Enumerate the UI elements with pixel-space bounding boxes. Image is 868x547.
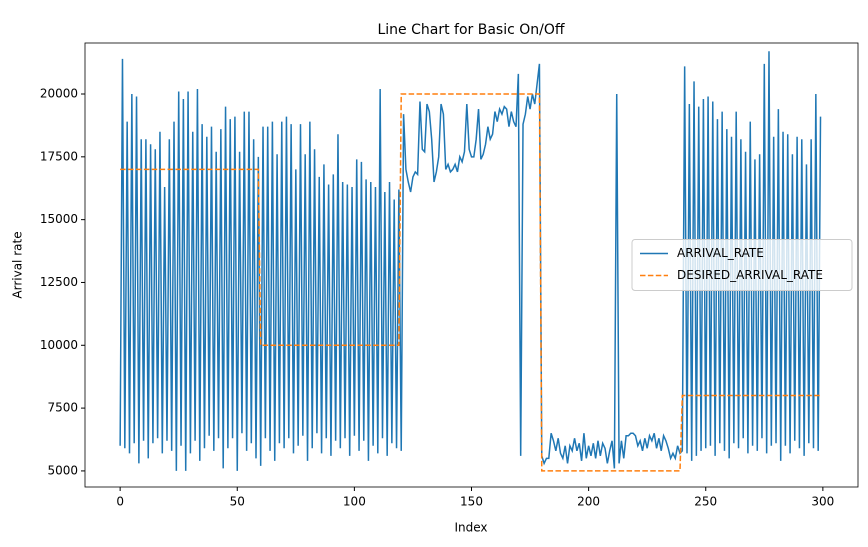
y-tick-label: 15000 <box>40 212 78 226</box>
x-tick-label: 250 <box>694 495 717 509</box>
chart-title: Line Chart for Basic On/Off <box>377 22 564 38</box>
y-tick-label: 17500 <box>40 149 78 163</box>
legend-box <box>631 239 853 291</box>
legend-label: DESIRED_ARRIVAL_RATE <box>677 268 823 282</box>
x-tick-label: 0 <box>116 495 124 509</box>
x-tick-label: 150 <box>460 495 483 509</box>
y-tick-label: 7500 <box>47 401 78 415</box>
y-axis-label: Arrival rate <box>11 231 25 298</box>
series-line <box>119 51 822 471</box>
x-tick-label: 100 <box>343 495 366 509</box>
y-tick-label: 12500 <box>40 275 78 289</box>
x-axis-label: Index <box>454 521 487 535</box>
legend: ARRIVAL_RATE DESIRED_ARRIVAL_RATE <box>631 239 853 291</box>
y-tick-label: 20000 <box>40 87 78 101</box>
legend-label: ARRIVAL_RATE <box>677 246 764 260</box>
x-tick-label: 50 <box>230 495 245 509</box>
x-tick-label: 300 <box>811 495 834 509</box>
plot-frame <box>84 42 859 488</box>
x-tick-label: 200 <box>577 495 600 509</box>
series-line <box>120 93 821 472</box>
y-tick-label: 5000 <box>47 463 78 477</box>
y-tick-label: 10000 <box>40 338 78 352</box>
